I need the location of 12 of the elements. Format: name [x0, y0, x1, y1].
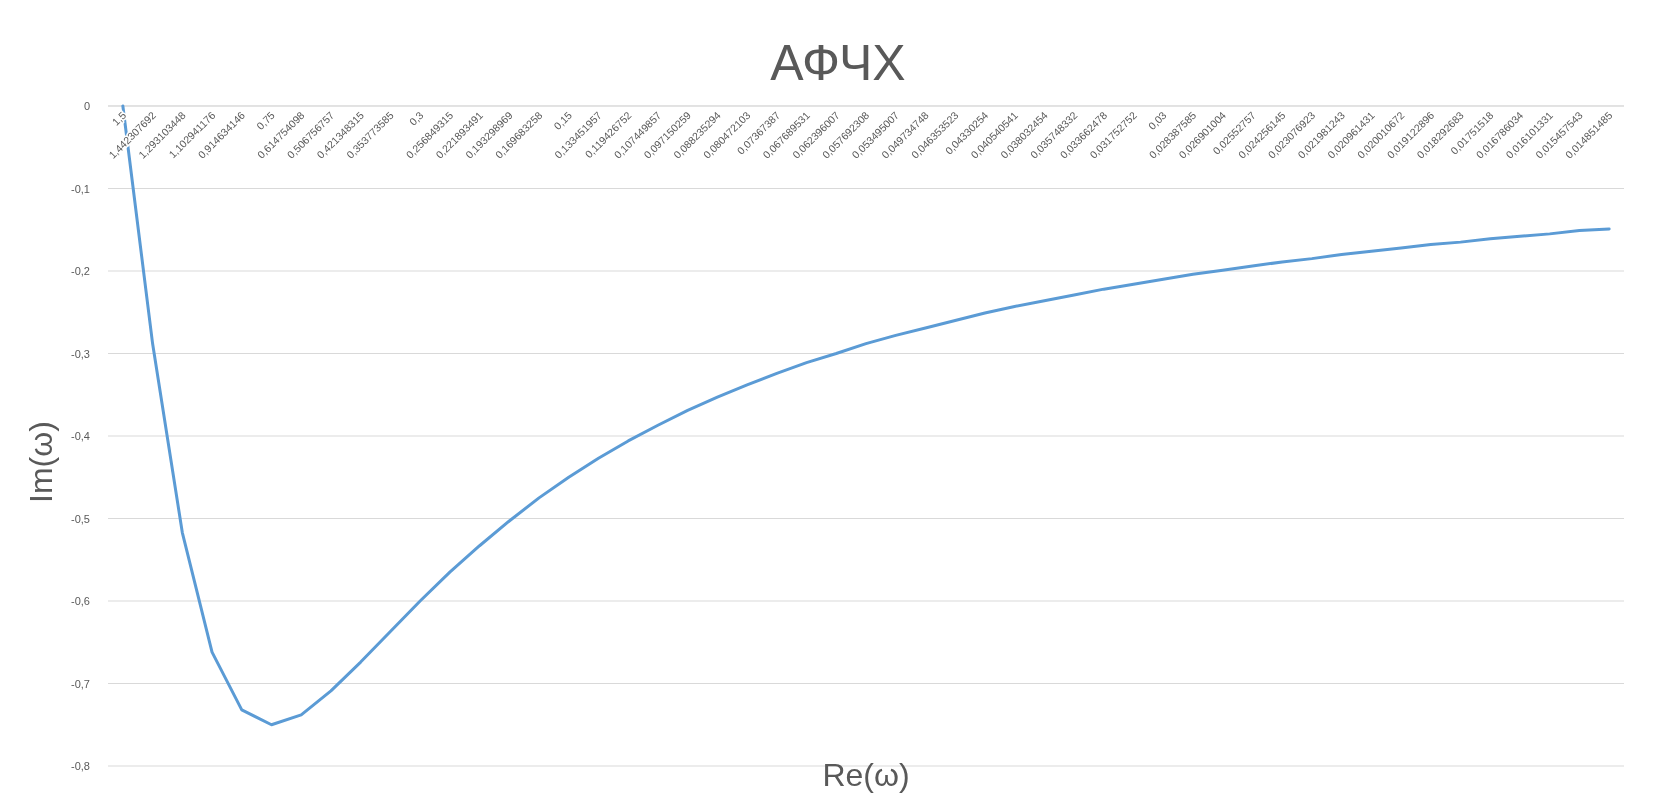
y-tick-label: -0,1 — [71, 182, 90, 195]
y-tick-label: -0,2 — [71, 265, 90, 277]
chart-title: АФЧХ — [770, 35, 906, 91]
x-axis-title: Re(ω) — [822, 757, 910, 793]
y-tick-label: -0,7 — [71, 677, 90, 690]
y-tick-label: -0,6 — [71, 595, 90, 607]
y-tick-label: -0,5 — [71, 512, 90, 525]
y-tick-label: -0,8 — [71, 760, 90, 772]
y-tick-label: -0,3 — [71, 347, 90, 360]
y-axis-title: Im(ω) — [23, 421, 59, 503]
y-tick-label: -0,4 — [71, 430, 90, 442]
y-tick-label: 0 — [83, 100, 90, 112]
